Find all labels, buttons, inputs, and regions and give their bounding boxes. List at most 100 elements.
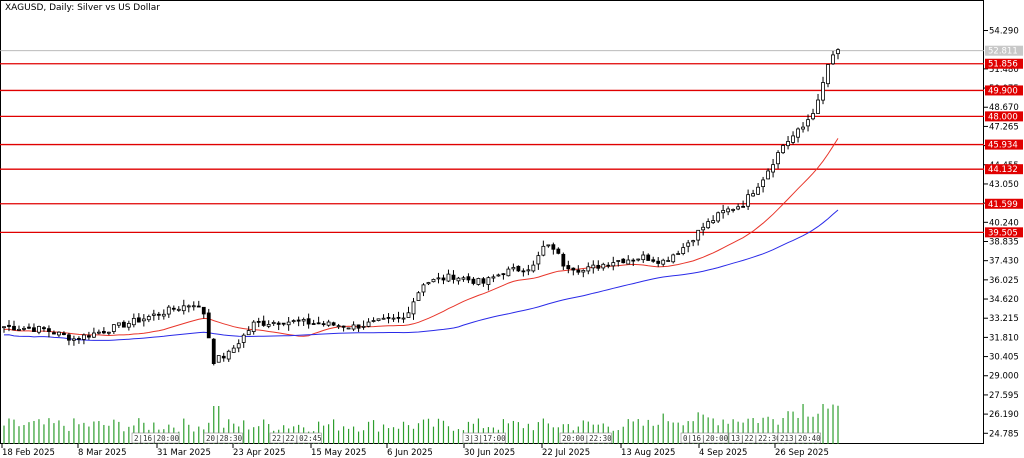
candle-body <box>166 306 171 315</box>
candle-body <box>341 325 346 328</box>
candle-body <box>121 321 126 328</box>
candle-body <box>596 264 601 269</box>
moving-average-line <box>3 209 839 341</box>
candle-body <box>251 321 256 332</box>
event-marker-label: 20|28:30 <box>206 434 243 443</box>
candle-body <box>711 220 716 224</box>
candle-body <box>726 208 731 213</box>
moving-average-line <box>3 138 839 337</box>
event-marker-label: 0|16|20:00 <box>683 434 729 443</box>
current-price-tag <box>985 45 1023 56</box>
candle-body <box>37 326 41 333</box>
y-tick-label: 40.240 <box>989 218 1019 228</box>
y-tick-label: 38.835 <box>989 237 1019 247</box>
candle-body <box>12 325 16 331</box>
x-tick-label: 31 Mar 2025 <box>157 448 211 458</box>
event-marker-label: 13|22|22:30 <box>731 434 781 443</box>
candle-body <box>666 260 671 262</box>
candle-body <box>556 248 561 254</box>
candle-body <box>391 317 396 320</box>
x-tick-label: 23 Apr 2025 <box>233 448 286 458</box>
event-marker-label: 22|22|02:45 <box>272 434 322 443</box>
x-tick-label: 13 Aug 2025 <box>621 448 675 458</box>
candle-body <box>52 332 56 335</box>
candle-body <box>316 322 321 325</box>
candle-body <box>731 209 736 211</box>
candle-body <box>536 255 541 265</box>
candle-body <box>676 253 681 255</box>
candle-body <box>606 264 611 267</box>
event-marker-box <box>269 432 322 444</box>
candle-body <box>206 312 211 339</box>
level-price-label: 49.900 <box>988 86 1018 96</box>
candle-body <box>771 164 775 173</box>
candle-body <box>651 259 656 262</box>
candle-body <box>616 260 621 262</box>
candle-body <box>821 82 825 101</box>
candle-body <box>466 276 471 281</box>
candle-body <box>756 186 760 195</box>
candle-body <box>611 262 616 267</box>
y-tick-label: 24.785 <box>989 429 1019 439</box>
candle-body <box>77 338 81 340</box>
candle-body <box>151 313 156 316</box>
candle-body <box>351 324 356 330</box>
candle-body <box>746 194 751 207</box>
candle-body <box>406 312 411 318</box>
candle-body <box>186 305 191 308</box>
candle-body <box>521 270 526 273</box>
y-tick-label: 34.620 <box>989 295 1019 305</box>
candle-body <box>22 327 26 330</box>
candle-body <box>581 269 586 273</box>
candle-body <box>32 327 36 332</box>
event-marker-box <box>777 432 822 444</box>
candle-body <box>621 258 626 264</box>
event-marker-label: 3|3|17:00 <box>465 434 506 443</box>
candle-body <box>101 330 106 334</box>
level-price-label: 41.599 <box>988 200 1018 210</box>
candle-body <box>836 49 840 55</box>
candle-body <box>716 212 721 222</box>
level-price-tag <box>985 139 1023 150</box>
candle-body <box>656 260 661 264</box>
candle-body <box>706 221 711 229</box>
candle-body <box>481 278 486 284</box>
candle-body <box>72 338 76 341</box>
candle-body <box>786 141 790 147</box>
candle-body <box>331 322 336 326</box>
candle-body <box>416 292 421 301</box>
candle-body <box>551 244 556 250</box>
x-tick-label: 22 Jul 2025 <box>542 448 590 458</box>
candle-body <box>27 326 31 329</box>
candle-body <box>301 319 306 322</box>
candle-body <box>146 316 151 321</box>
candle-body <box>271 321 276 324</box>
candle-body <box>511 267 516 270</box>
y-tick-label: 48.670 <box>989 103 1019 113</box>
candle-body <box>131 317 136 326</box>
candle-body <box>231 347 236 353</box>
candle-body <box>646 254 651 261</box>
candle-body <box>721 210 726 214</box>
candle-body <box>671 254 676 263</box>
y-tick-label: 36.025 <box>989 276 1019 286</box>
candle-body <box>626 259 631 265</box>
x-tick-label: 30 Jun 2025 <box>464 448 515 458</box>
candle-body <box>116 322 121 326</box>
event-marker-box <box>559 432 612 444</box>
level-price-tag <box>985 111 1023 122</box>
candle-body <box>226 350 231 360</box>
level-price-tag <box>985 164 1023 175</box>
candle-body <box>816 99 820 114</box>
x-tick-label: 26 Sep 2025 <box>775 448 829 458</box>
candle-body <box>141 318 146 322</box>
candle-body <box>91 332 96 338</box>
candle-body <box>426 282 431 285</box>
candle-body <box>766 170 770 180</box>
candle-body <box>196 305 201 308</box>
candle-body <box>42 327 46 330</box>
candle-body <box>421 284 426 293</box>
candle-body <box>516 265 521 272</box>
candle-body <box>96 331 101 334</box>
candle-body <box>211 338 216 364</box>
